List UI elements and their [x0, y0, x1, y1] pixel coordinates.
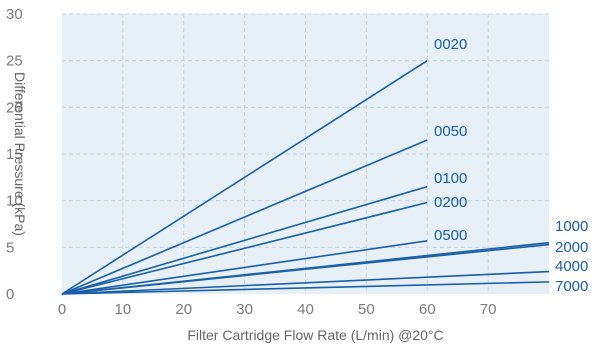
- series-line-0020: [61, 59, 428, 295]
- x-tick-0: 0: [58, 301, 66, 318]
- series-line-0200: [61, 201, 428, 295]
- x-tick-50: 50: [358, 301, 375, 318]
- series-label-0020: 0020: [434, 36, 467, 53]
- series-line-7000: [61, 281, 550, 295]
- x-tick-70: 70: [480, 301, 497, 318]
- y-axis-label: Differential Pressure (kPa): [12, 72, 28, 236]
- series-line-4000: [61, 270, 550, 295]
- series-label-7000: 7000: [555, 278, 588, 295]
- series-line-2000: [61, 243, 550, 295]
- y-tick-0: 0: [6, 286, 14, 303]
- series-line-0050: [61, 139, 428, 295]
- series-label-2000: 2000: [555, 239, 588, 256]
- y-tick-15: 15: [6, 146, 23, 163]
- x-tick-20: 20: [175, 301, 192, 318]
- y-tick-10: 10: [6, 193, 23, 210]
- series-label-0500: 0500: [434, 227, 467, 244]
- x-tick-10: 10: [115, 301, 132, 318]
- series-label-0100: 0100: [434, 170, 467, 187]
- y-tick-20: 20: [6, 99, 23, 116]
- series-lines: [61, 59, 550, 295]
- series-label-0200: 0200: [434, 194, 467, 211]
- series-label-1000: 1000: [555, 218, 588, 235]
- x-tick-40: 40: [297, 301, 314, 318]
- series-labels: 0020 0050 0100 0200 0500 1000 2000 4000 7000: [434, 36, 588, 295]
- y-tick-5: 5: [6, 239, 14, 256]
- series-label-0050: 0050: [434, 123, 467, 140]
- x-tick-60: 60: [419, 301, 436, 318]
- series-line-0100: [61, 185, 428, 295]
- tick-labels: 0 10 20 30 40 50 60 70 0 5 10 15 20 25 30: [6, 6, 496, 318]
- y-tick-25: 25: [6, 53, 23, 70]
- x-tick-30: 30: [236, 301, 253, 318]
- grid: [62, 13, 549, 294]
- y-tick-30: 30: [6, 6, 23, 23]
- series-line-0500: [61, 240, 428, 295]
- x-axis-label: Filter Cartridge Flow Rate (L/min) @20°C: [187, 327, 443, 343]
- series-label-4000: 4000: [555, 258, 588, 275]
